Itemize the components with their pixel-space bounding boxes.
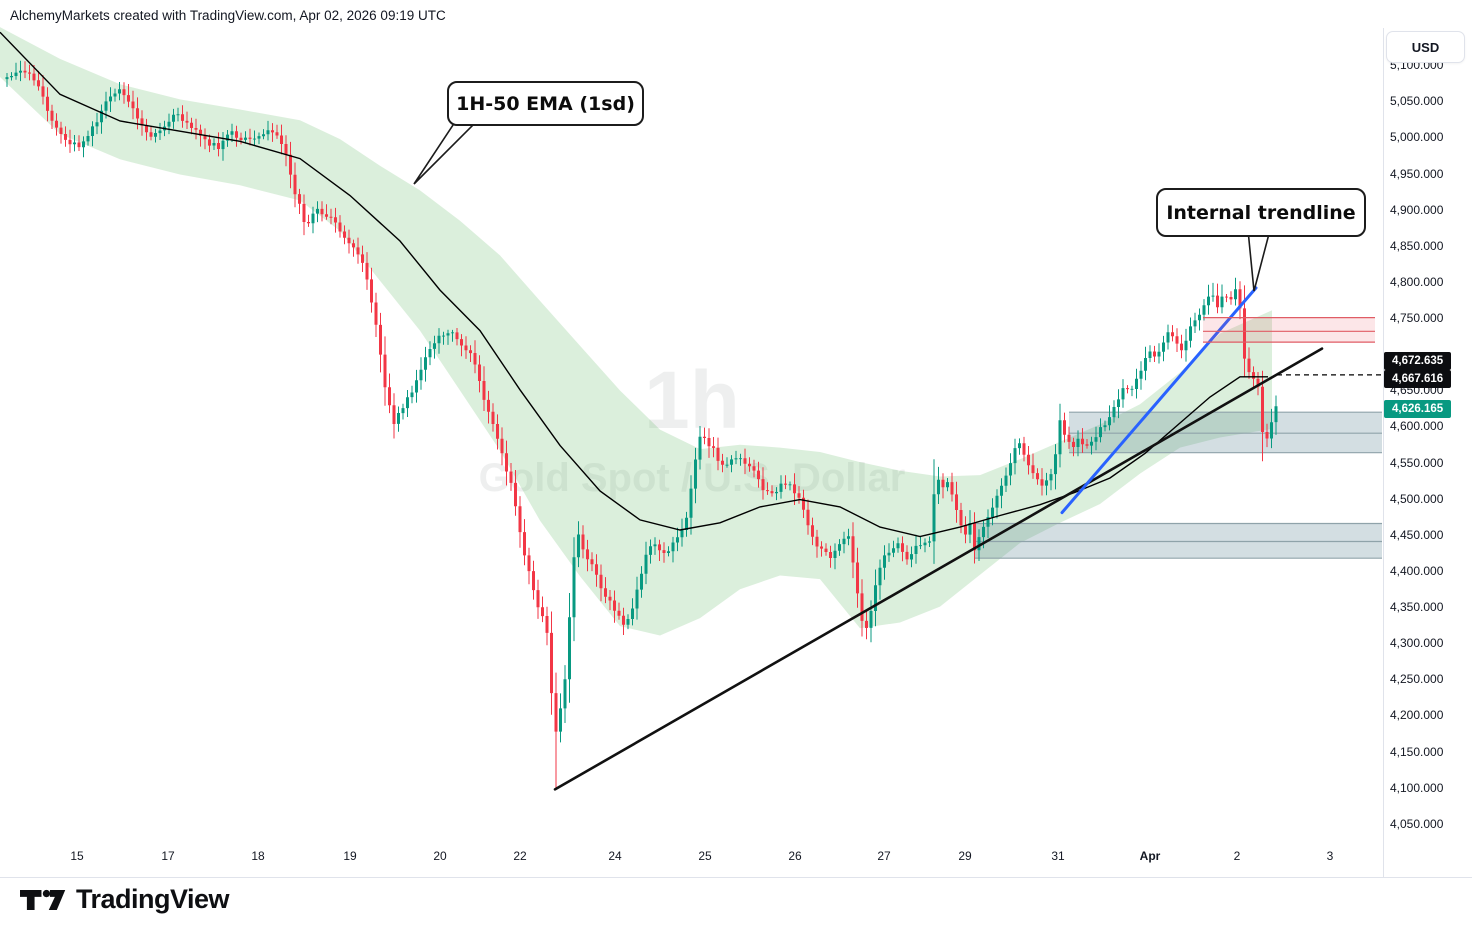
y-axis-tick: 4,150.000 bbox=[1390, 745, 1444, 759]
candlestick-series bbox=[5, 60, 1278, 788]
y-axis-tick: 4,450.000 bbox=[1390, 528, 1444, 542]
y-axis-tick: 4,350.000 bbox=[1390, 600, 1444, 614]
price-axis-separator bbox=[1383, 28, 1384, 877]
y-axis-tick: 4,300.000 bbox=[1390, 636, 1444, 650]
x-axis-tick: 15 bbox=[70, 849, 84, 863]
y-axis-tick: 4,900.000 bbox=[1390, 203, 1444, 217]
y-axis-tick: 4,950.000 bbox=[1390, 167, 1444, 181]
internal-trendline[interactable] bbox=[1060, 286, 1258, 515]
y-axis-tick: 4,100.000 bbox=[1390, 781, 1444, 795]
x-axis-tick: 31 bbox=[1051, 849, 1065, 863]
x-axis-tick: 20 bbox=[433, 849, 447, 863]
x-axis-tick: 24 bbox=[608, 849, 622, 863]
x-axis-tick: 22 bbox=[513, 849, 527, 863]
tradingview-logo-icon bbox=[20, 889, 66, 910]
y-axis-tick: 4,200.000 bbox=[1390, 708, 1444, 722]
x-axis-tick: 2 bbox=[1233, 849, 1241, 863]
y-axis-tick: 4,500.000 bbox=[1390, 492, 1444, 506]
x-axis-tick: Apr bbox=[1139, 849, 1161, 863]
callout-ema-band[interactable]: 1H-50 EMA (1sd) bbox=[447, 81, 644, 126]
y-axis-tick: 4,600.000 bbox=[1390, 419, 1444, 433]
footer-brand[interactable]: TradingView bbox=[20, 884, 230, 915]
tradingview-brand-text: TradingView bbox=[76, 884, 230, 914]
callout-ema-label: 1H-50 EMA (1sd) bbox=[456, 92, 635, 115]
last-price-price-label: 4,626.165 bbox=[1384, 400, 1452, 418]
support-zone bbox=[975, 522, 1382, 559]
resistance-zone bbox=[1069, 411, 1382, 454]
ema-center-line[interactable] bbox=[0, 31, 1268, 538]
y-axis-tick: 5,050.000 bbox=[1390, 94, 1444, 108]
y-axis-tick: 5,000.000 bbox=[1390, 130, 1444, 144]
supply-zone bbox=[1203, 317, 1375, 343]
x-axis-tick: 18 bbox=[251, 849, 265, 863]
x-axis-tick: 29 bbox=[958, 849, 972, 863]
currency-button[interactable]: USD bbox=[1386, 31, 1465, 63]
ema-band bbox=[0, 27, 1272, 636]
callout-trendline-tail bbox=[1247, 229, 1272, 292]
y-axis-tick: 4,750.000 bbox=[1390, 311, 1444, 325]
y-axis-tick: 4,850.000 bbox=[1390, 239, 1444, 253]
x-axis-tick: 19 bbox=[343, 849, 357, 863]
time-axis-separator bbox=[0, 877, 1472, 878]
y-axis-tick: 4,550.000 bbox=[1390, 456, 1444, 470]
callout-trendline-label: Internal trendline bbox=[1166, 201, 1356, 224]
indicator-price-label: 4,672.635 bbox=[1384, 352, 1452, 370]
indicator-price-label: 4,667.616 bbox=[1384, 370, 1452, 388]
y-axis-tick: 4,800.000 bbox=[1390, 275, 1444, 289]
callout-ema-tail bbox=[413, 118, 481, 185]
x-axis-tick: 17 bbox=[161, 849, 175, 863]
y-axis-tick: 4,400.000 bbox=[1390, 564, 1444, 578]
y-axis-tick: 4,050.000 bbox=[1390, 817, 1444, 831]
x-axis-tick: 27 bbox=[877, 849, 891, 863]
y-axis-tick: 4,250.000 bbox=[1390, 672, 1444, 686]
attribution-text: AlchemyMarkets created with TradingView.… bbox=[10, 8, 446, 23]
major-trendline[interactable] bbox=[553, 347, 1324, 791]
x-axis-tick: 3 bbox=[1326, 849, 1334, 863]
x-axis-tick: 25 bbox=[698, 849, 712, 863]
callout-internal-trendline[interactable]: Internal trendline bbox=[1156, 188, 1366, 237]
x-axis-tick: 26 bbox=[788, 849, 802, 863]
